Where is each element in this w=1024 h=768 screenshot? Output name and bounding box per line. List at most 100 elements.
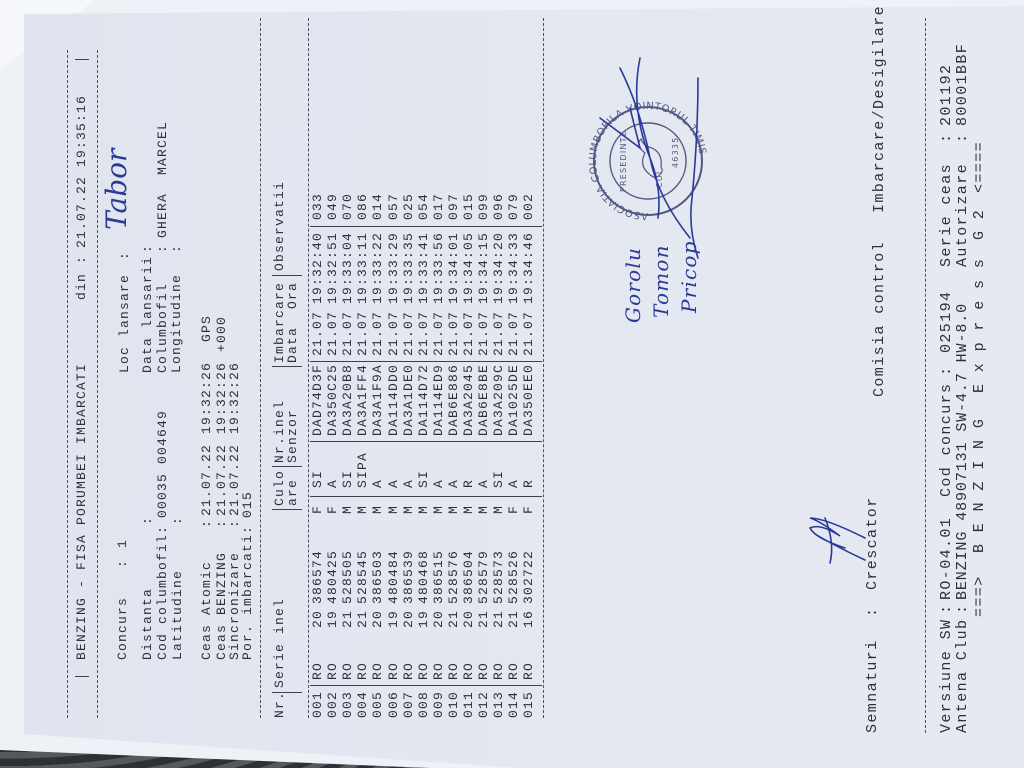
row-ring: 528505 xyxy=(340,549,356,604)
cod-concurs-value: 025194 xyxy=(938,290,955,353)
row-sex: F xyxy=(521,504,537,514)
row-time: 19:34:33 xyxy=(506,231,522,304)
comisia-control-label: Comisia control xyxy=(871,240,888,397)
row-sensor: DA3A209C xyxy=(491,363,507,436)
row-observation: 096 xyxy=(491,192,507,220)
por-imbarcati-value: 015 xyxy=(240,490,255,518)
row-year: 19 xyxy=(415,609,431,628)
row-nr: 006 xyxy=(385,690,401,718)
columbofil-label: Columbofil xyxy=(155,282,170,373)
row-sex: M xyxy=(340,504,356,514)
colon: : xyxy=(938,132,955,143)
banner-arrow-left: ===> xyxy=(971,575,988,617)
row-sensor: DA350C25 xyxy=(325,363,341,436)
row-ring: 528573 xyxy=(491,549,507,604)
row-observation: 070 xyxy=(340,192,356,220)
row-time: 19:32:40 xyxy=(310,231,325,304)
row-observation: 002 xyxy=(521,192,537,220)
row-year: 21 xyxy=(340,609,356,628)
stamp-cui: CUI xyxy=(655,171,664,188)
row-ring: 528579 xyxy=(476,549,492,604)
row-date: 21.07 xyxy=(476,310,492,356)
row-color: SI xyxy=(415,469,431,488)
por-imbarcati-label: Por. imbarcati: xyxy=(240,524,255,660)
colon: : xyxy=(140,243,155,253)
row-nr: 001 xyxy=(310,690,325,718)
th-culoare-2: are xyxy=(285,478,300,506)
row-sex: F xyxy=(506,504,522,514)
row-country: RO xyxy=(385,661,401,680)
table-bottom-rule xyxy=(543,18,544,718)
colon: : xyxy=(938,603,955,614)
row-nr: 010 xyxy=(445,690,461,718)
colon: : xyxy=(199,518,214,528)
row-year: 19 xyxy=(385,609,401,628)
row-divider xyxy=(310,496,542,497)
row-nr: 014 xyxy=(506,690,522,718)
row-ring: 480468 xyxy=(415,549,431,604)
row-country: RO xyxy=(355,661,371,680)
row-observation: 015 xyxy=(461,192,476,220)
row-time: 19:34:15 xyxy=(476,231,492,304)
th-divider xyxy=(272,366,302,367)
row-divider xyxy=(310,685,542,686)
banner-arrow-right: <==== xyxy=(971,140,988,193)
row-sex: F xyxy=(310,504,325,514)
banner-generation: G 2 xyxy=(971,208,988,240)
row-ring: 386574 xyxy=(310,549,325,604)
row-date: 21.07 xyxy=(325,310,341,356)
header-left-bar xyxy=(75,676,89,677)
ceas-atomic-source: GPS xyxy=(199,314,214,342)
th-divider xyxy=(272,509,302,510)
row-country: RO xyxy=(521,661,537,680)
stamp-and-signatures: ASOCIATIA COLUMBOFILA VOINTORUL TIMIS PR… xyxy=(588,57,708,323)
row-color: A xyxy=(400,478,416,488)
columbofil-value: GHERA MARCEL xyxy=(155,120,170,238)
row-country: RO xyxy=(325,661,341,680)
ceas-atomic-time: 19:32:26 xyxy=(199,361,214,434)
ceas-atomic-date: 21.07.22 xyxy=(199,443,214,516)
antena-value: BENZING 48907131 SW-4.7 HW-8.0 xyxy=(954,302,971,600)
loc-lansare-label: Loc lansare xyxy=(117,273,132,373)
sincronizare-time: 19:32:26 xyxy=(227,361,242,434)
row-observation: 099 xyxy=(476,192,492,220)
row-date: 21.07 xyxy=(400,310,416,356)
serie-ceas-label: Serie ceas xyxy=(938,162,955,267)
row-nr: 007 xyxy=(400,690,416,718)
ceas-benzing-offset: +000 xyxy=(214,315,229,352)
signature-name-2: Tomon xyxy=(649,244,673,318)
th-data-ora: Data Ora xyxy=(285,281,300,363)
row-nr: 013 xyxy=(491,690,507,718)
row-ring: 386503 xyxy=(370,549,386,604)
row-sensor: DAB6E8BE xyxy=(476,363,492,436)
row-color: A xyxy=(430,478,446,488)
print-datetime: 21.07.22 19:35:16 xyxy=(74,94,89,248)
stamp-number: 46335 xyxy=(671,137,680,168)
banner-model: E x p r e s s xyxy=(971,257,988,393)
row-observation: 049 xyxy=(325,192,341,220)
colon: : xyxy=(954,132,971,143)
latitudine-label: Latitudine xyxy=(170,569,185,660)
row-date: 21.07 xyxy=(340,310,356,356)
row-ring: 386504 xyxy=(461,549,476,604)
row-color: SIPA xyxy=(355,451,371,488)
row-year: 20 xyxy=(430,609,446,628)
row-ring: 528526 xyxy=(506,549,522,604)
row-time: 19:33:22 xyxy=(370,231,386,304)
breeder-signature xyxy=(808,517,866,564)
colon: : xyxy=(170,515,185,525)
row-time: 19:33:11 xyxy=(355,231,371,304)
row-time: 19:33:41 xyxy=(415,231,431,304)
row-date: 21.07 xyxy=(491,310,507,356)
row-ring: 480425 xyxy=(325,549,341,604)
th-serie-inel: Serie inel xyxy=(272,597,287,688)
row-sensor: DA3A1DE0 xyxy=(400,363,416,436)
longitudine-label: Longitudine xyxy=(169,273,184,373)
antena-label: Antena Club xyxy=(954,618,971,733)
cod-concurs-label: Cod concurs xyxy=(938,382,955,497)
th-divider xyxy=(272,692,302,693)
row-nr: 005 xyxy=(370,690,386,718)
cod-columbofil-value: 00035 004649 xyxy=(155,409,170,518)
row-time: 19:32:51 xyxy=(325,231,341,304)
